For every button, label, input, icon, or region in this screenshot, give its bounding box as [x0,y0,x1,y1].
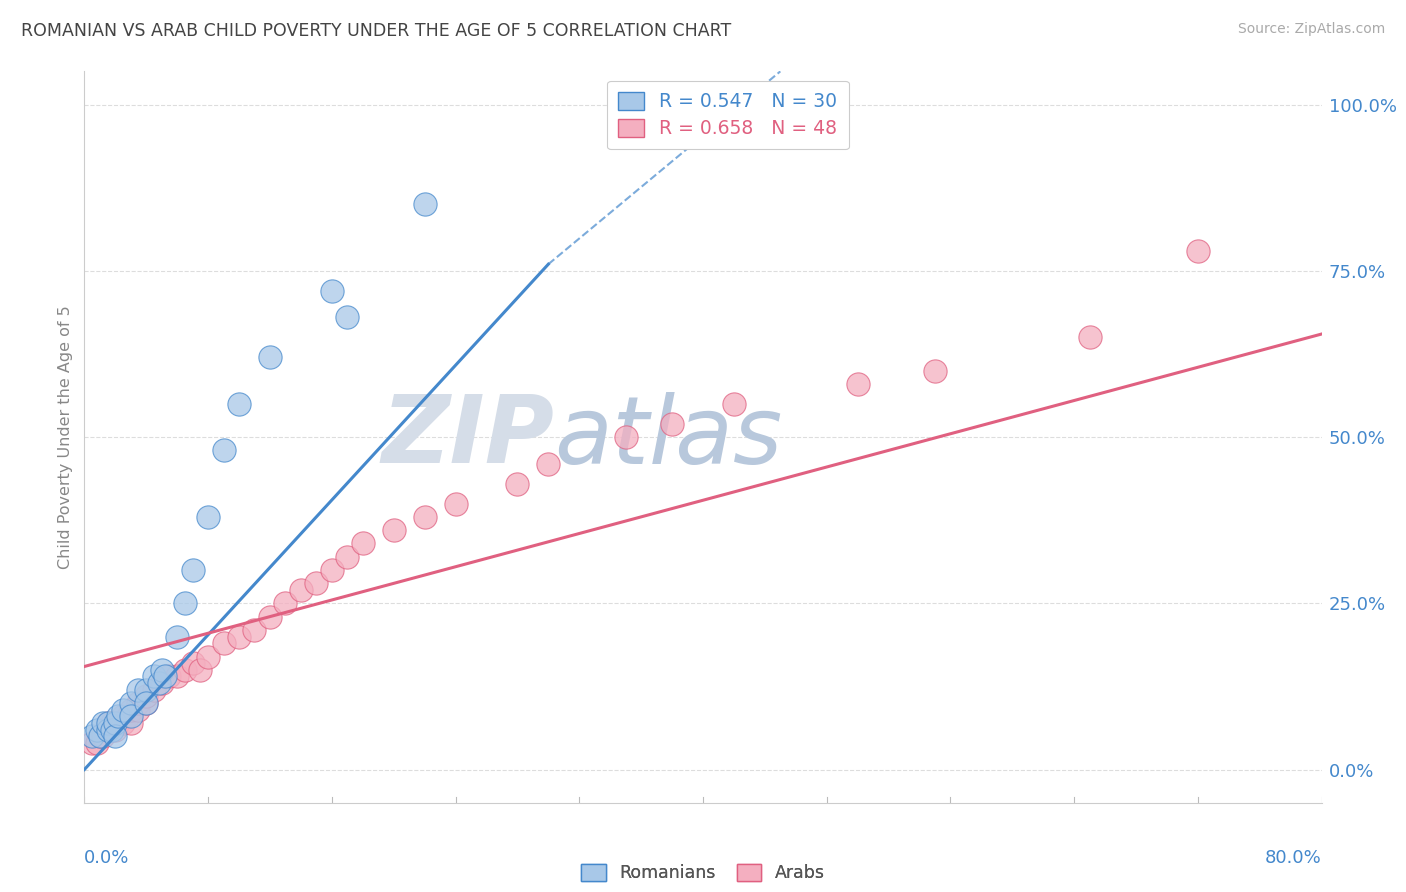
Point [107,716,129,731]
Point [128,696,150,710]
Point [120,696,142,710]
Text: ROMANIAN VS ARAB CHILD POVERTY UNDER THE AGE OF 5 CORRELATION CHART: ROMANIAN VS ARAB CHILD POVERTY UNDER THE… [21,22,731,40]
Point [290,582,312,597]
Point [506,476,529,491]
Text: 80.0%: 80.0% [1265,849,1322,867]
Point [143,682,166,697]
Point [117,709,139,723]
Point [352,536,374,550]
Point [537,457,560,471]
Point [321,563,343,577]
Point [143,669,166,683]
Point [413,509,436,524]
Point [188,663,212,677]
Point [159,669,181,683]
Point [89,729,111,743]
Point [181,656,204,670]
Point [104,729,127,743]
Point [846,376,869,391]
Point [197,509,219,524]
Point [197,649,219,664]
Point [1187,244,1209,258]
Point [614,430,637,444]
Text: atlas: atlas [554,392,783,483]
Point [97,716,120,731]
Point [228,630,250,644]
Point [413,197,436,211]
Point [181,563,204,577]
Point [174,663,197,677]
Point [321,284,343,298]
Point [723,397,745,411]
Point [924,363,946,377]
Point [661,417,683,431]
Point [135,696,157,710]
Point [120,716,142,731]
Point [153,669,176,683]
Point [91,716,114,731]
Point [89,729,111,743]
Point [97,723,120,737]
Point [212,443,235,458]
Point [174,596,197,610]
Point [120,703,142,717]
Point [336,310,359,325]
Point [444,497,467,511]
Point [135,682,157,697]
Point [148,676,170,690]
Point [166,630,188,644]
Point [243,623,266,637]
Point [86,723,108,737]
Point [166,669,188,683]
Point [107,709,129,723]
Text: ZIP: ZIP [381,391,554,483]
Point [97,716,120,731]
Point [336,549,359,564]
Point [112,703,135,717]
Point [101,716,124,731]
Point [1078,330,1101,344]
Point [101,723,124,737]
Point [120,709,142,723]
Point [91,729,114,743]
Point [104,723,127,737]
Point [112,716,135,731]
Point [135,690,157,704]
Text: 0.0%: 0.0% [84,849,129,867]
Point [86,736,108,750]
Point [135,696,157,710]
Point [150,663,173,677]
Point [305,576,328,591]
Point [97,723,120,737]
Text: Source: ZipAtlas.com: Source: ZipAtlas.com [1237,22,1385,37]
Point [150,676,173,690]
Point [382,523,405,537]
Point [82,729,104,743]
Point [212,636,235,650]
Point [128,682,150,697]
Y-axis label: Child Poverty Under the Age of 5: Child Poverty Under the Age of 5 [58,305,73,569]
Point [128,703,150,717]
Point [259,351,281,365]
Legend: Romanians, Arabs: Romanians, Arabs [574,857,832,889]
Point [274,596,297,610]
Point [228,397,250,411]
Point [112,709,135,723]
Point [104,716,127,731]
Point [82,736,104,750]
Point [259,609,281,624]
